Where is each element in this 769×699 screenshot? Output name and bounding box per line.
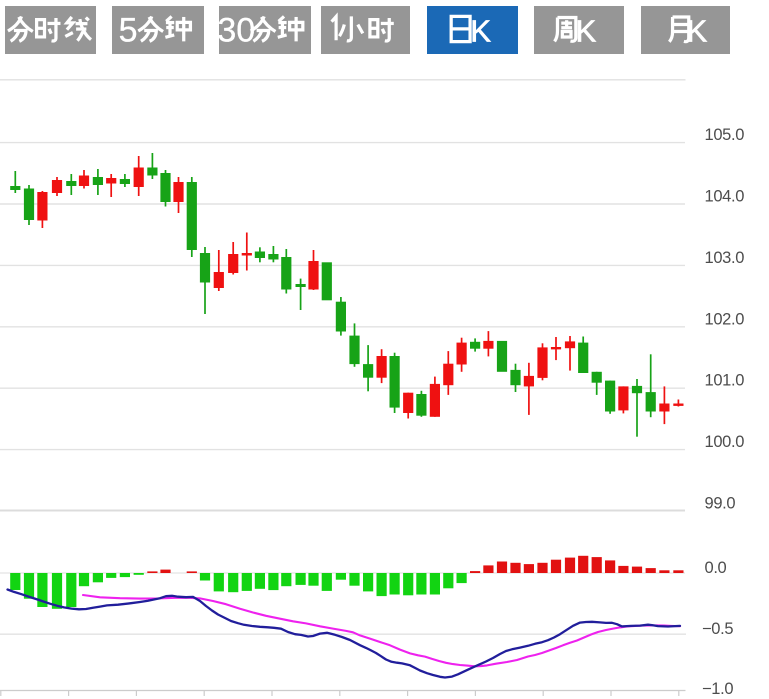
svg-text:0: 0	[236, 12, 255, 50]
svg-text:3: 3	[219, 12, 236, 50]
svg-text:−0.5: −0.5	[702, 620, 733, 638]
svg-text:101.0: 101.0	[705, 372, 745, 390]
svg-text:K: K	[470, 14, 491, 49]
svg-text:5: 5	[119, 12, 138, 50]
svg-text:K: K	[576, 14, 597, 49]
svg-text:99.0: 99.0	[705, 495, 736, 513]
svg-text:0.0: 0.0	[705, 559, 727, 577]
svg-text:102.0: 102.0	[705, 310, 745, 328]
svg-text:K: K	[687, 14, 708, 49]
svg-text:−1.0: −1.0	[702, 680, 733, 698]
svg-text:100.0: 100.0	[705, 433, 745, 451]
svg-text:103.0: 103.0	[705, 249, 745, 267]
svg-text:105.0: 105.0	[705, 126, 745, 144]
svg-text:104.0: 104.0	[705, 188, 745, 206]
